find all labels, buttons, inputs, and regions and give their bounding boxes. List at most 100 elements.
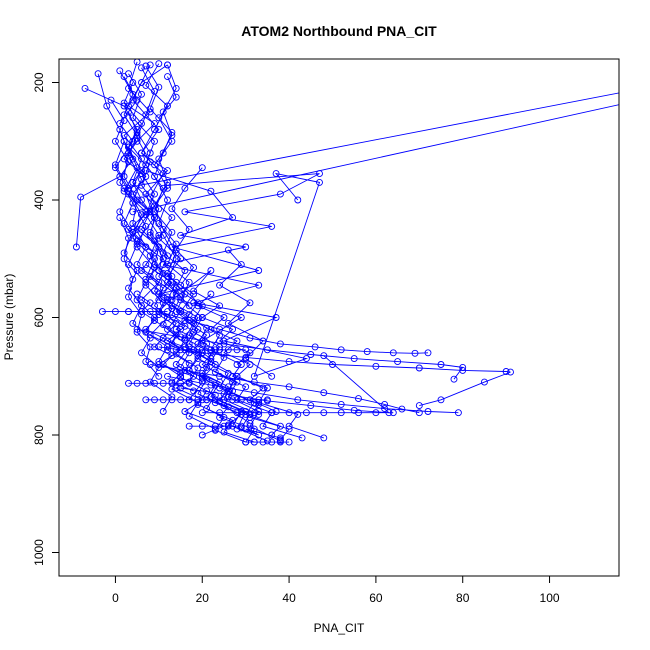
data-point — [389, 409, 397, 417]
data-point — [159, 269, 167, 277]
data-point — [216, 281, 224, 289]
data-point — [372, 362, 380, 370]
data-point — [159, 334, 167, 342]
series-line — [150, 364, 420, 414]
data-point — [142, 261, 150, 269]
y-axis-label: Pressure (mbar) — [2, 274, 16, 361]
data-point — [159, 108, 167, 116]
data-point — [151, 396, 158, 404]
data-point — [142, 325, 150, 333]
data-point — [159, 255, 167, 263]
data-point — [138, 120, 145, 128]
data-point — [172, 361, 180, 368]
data-point — [233, 409, 241, 417]
data-point — [259, 337, 267, 345]
data-point — [125, 149, 132, 157]
data-point — [185, 379, 193, 387]
data-point — [172, 331, 180, 339]
data-point — [450, 375, 458, 383]
data-point — [337, 346, 345, 354]
data-point — [190, 287, 198, 295]
data-point — [155, 60, 163, 68]
data-point — [255, 431, 263, 439]
data-point — [120, 184, 128, 192]
data-point — [120, 99, 128, 107]
data-point — [164, 278, 171, 286]
data-point — [129, 208, 137, 216]
data-point — [190, 264, 198, 272]
data-point — [172, 350, 180, 358]
data-point — [172, 319, 180, 327]
data-point — [302, 355, 310, 363]
data-point — [255, 281, 263, 289]
data-point — [198, 431, 206, 439]
data-point — [155, 290, 163, 298]
data-point — [207, 346, 215, 354]
data-point — [155, 372, 163, 380]
data-point — [172, 84, 180, 92]
data-point — [233, 361, 241, 368]
series — [146, 73, 193, 310]
data-point — [394, 358, 402, 366]
data-point — [294, 396, 302, 404]
data-point — [172, 255, 180, 263]
series — [116, 214, 163, 380]
data-point — [211, 368, 219, 376]
data-point — [125, 379, 132, 387]
data-point — [411, 349, 419, 357]
data-point — [133, 59, 141, 66]
data-point — [372, 409, 380, 417]
data-point — [155, 155, 163, 163]
data-point — [507, 368, 514, 376]
data-point — [133, 196, 141, 204]
data-point — [285, 409, 293, 417]
data-point — [381, 400, 389, 408]
y-tick-label: 1000 — [32, 539, 46, 566]
data-point — [146, 208, 154, 216]
data-point — [276, 340, 284, 348]
data-point — [502, 368, 510, 375]
data-point — [177, 396, 185, 404]
data-point — [415, 409, 423, 417]
data-point — [159, 396, 167, 404]
data-point — [146, 308, 154, 316]
data-point — [116, 178, 124, 186]
data-point — [129, 90, 137, 98]
series — [133, 290, 198, 395]
data-point — [285, 358, 293, 366]
data-point — [285, 383, 293, 391]
data-point — [159, 361, 167, 368]
series — [216, 246, 276, 380]
data-point — [185, 302, 193, 310]
series-line — [197, 293, 277, 412]
data-point — [129, 114, 137, 122]
data-point — [220, 349, 228, 357]
data-point — [142, 62, 150, 70]
data-point — [255, 396, 263, 404]
data-point — [164, 343, 171, 351]
data-point — [259, 438, 267, 446]
x-tick-label: 80 — [456, 591, 470, 605]
data-point — [329, 361, 336, 368]
data-point — [151, 316, 158, 324]
series-line — [97, 73, 147, 248]
data-point — [229, 396, 237, 404]
series-line — [119, 217, 160, 377]
data-point — [151, 237, 158, 245]
data-point — [316, 178, 323, 186]
data-point — [250, 378, 258, 386]
data-point — [229, 416, 237, 424]
data-point — [129, 275, 137, 283]
data-point — [142, 111, 150, 119]
data-point — [107, 96, 115, 104]
data-point — [194, 325, 202, 333]
data-point — [229, 387, 237, 395]
data-point — [155, 343, 163, 351]
data-point — [138, 90, 145, 98]
data-point — [164, 73, 171, 81]
data-point — [133, 96, 141, 104]
series — [120, 92, 619, 192]
series — [94, 70, 150, 251]
data-point — [246, 299, 254, 307]
data-point — [168, 228, 176, 236]
